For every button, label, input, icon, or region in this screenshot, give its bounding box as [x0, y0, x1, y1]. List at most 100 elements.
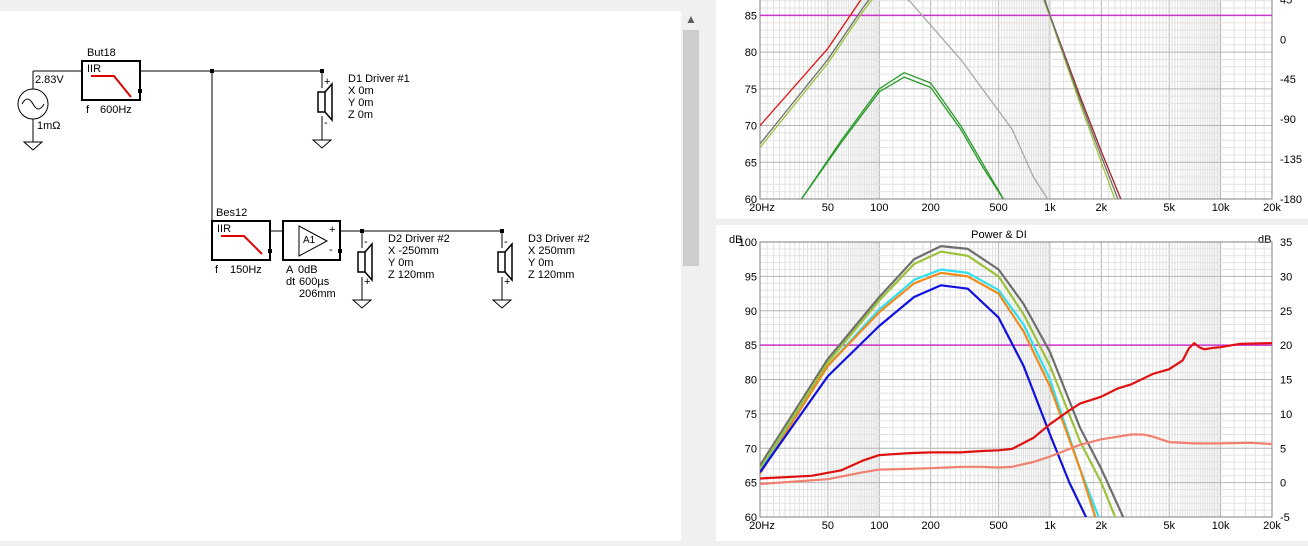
- bes12-type: IIR: [217, 223, 232, 235]
- ground-icon-source: [22, 141, 44, 151]
- vertical-scrollbar[interactable]: ▲: [681, 0, 701, 541]
- bot-y-right-tick: 30: [1280, 271, 1292, 283]
- bes12-value: 150Hz: [230, 264, 262, 276]
- scrollbar-thumb[interactable]: [683, 30, 699, 266]
- ground-icon-d1: [311, 139, 333, 149]
- top-series-3: [906, 0, 1049, 199]
- top-series-2: [760, 0, 873, 149]
- top-series-4: [800, 72, 1005, 199]
- d1-y: Y 0m: [348, 97, 374, 109]
- bot-series-3: [760, 271, 1097, 517]
- top-y-left-tick: 70: [745, 121, 757, 133]
- amp-distance: 206mm: [299, 288, 336, 300]
- schematic-top-strip: [0, 0, 681, 11]
- bot-x-tick: 200: [921, 520, 939, 532]
- bot-y-right-tick: 5: [1280, 443, 1286, 455]
- bot-x-tick: 5k: [1163, 520, 1175, 532]
- lowpass-response-icon-2: [221, 235, 263, 255]
- top-y-left-tick: 65: [745, 157, 757, 169]
- d2-pol-top: -: [364, 236, 368, 248]
- source-impedance: 1mΩ: [37, 120, 61, 132]
- bot-y-left-tick: 90: [745, 306, 757, 318]
- but18-value: 600Hz: [100, 104, 132, 116]
- sine-wave-icon: [21, 98, 45, 110]
- bot-x-tick: 20k: [1263, 520, 1281, 532]
- d1-x: X 0m: [348, 85, 374, 97]
- top-series-8: [1043, 0, 1119, 199]
- top-x-tick: 200: [921, 202, 939, 214]
- scroll-up-icon[interactable]: ▲: [685, 12, 697, 26]
- chart-title: Power & DI: [971, 229, 1027, 241]
- top-response-chart[interactable]: 20Hz 50 100 200 500 1k 2k 5k 10k 20k 85 80 75 70 65 60 4…: [716, 0, 1308, 219]
- bes12-param: f: [215, 264, 219, 276]
- d1-pol-bot: -: [324, 117, 328, 129]
- top-y-right-tick: 45: [1280, 0, 1292, 6]
- top-y-left-tick: 80: [745, 47, 757, 59]
- amplifier-icon: [298, 225, 329, 257]
- bot-x-tick: 100: [870, 520, 888, 532]
- top-y-right-tick: -135: [1280, 154, 1302, 166]
- d3-y: Y 0m: [528, 257, 554, 269]
- power-di-chart-panel[interactable]: Power & DI dB dB 20Hz 50 100 200 500 1k 2k 5k 10…: [716, 225, 1308, 541]
- d1-pol-top: +: [324, 76, 331, 88]
- top-x-tick: 20Hz: [749, 202, 775, 214]
- top-y-left-tick: 60: [745, 194, 757, 206]
- amp-delay: 600µs: [299, 276, 330, 288]
- bot-x-tick: 1k: [1044, 520, 1056, 532]
- bot-series-6: [760, 433, 1272, 486]
- bot-y-left-tick: 60: [745, 512, 757, 524]
- bot-y-left-tick: 70: [745, 443, 757, 455]
- bes12-name: Bes12: [216, 207, 248, 219]
- top-y-right-tick: 0: [1280, 34, 1286, 46]
- amp-gain-label: A: [286, 264, 294, 276]
- power-di-chart[interactable]: Power & DI dB dB 20Hz 50 100 200 500 1k 2k 5k 10…: [716, 225, 1308, 541]
- top-y-left-tick: 85: [745, 10, 757, 22]
- bot-x-tick: 10k: [1212, 520, 1230, 532]
- top-x-tick: 20k: [1263, 202, 1281, 214]
- speaker-icon-d3: [497, 242, 513, 282]
- top-plot-frame: [759, 0, 1273, 200]
- but18-type: IIR: [87, 63, 102, 75]
- d2-pol-bot: +: [364, 276, 371, 288]
- bot-y-right-tick: 25: [1280, 306, 1292, 318]
- charts-pane: 20Hz 50 100 200 500 1k 2k 5k 10k 20k 85 80 75 70 65 60 4…: [701, 0, 1308, 541]
- block-bes12[interactable]: [211, 220, 271, 261]
- top-y-right-tick: -180: [1280, 194, 1302, 206]
- speaker-icon-d2: [357, 242, 373, 282]
- top-x-tick: 5k: [1163, 202, 1175, 214]
- d2-x: X -250mm: [388, 245, 439, 257]
- bot-x-tick: 20Hz: [749, 520, 775, 532]
- source-voltage: 2.83V: [35, 74, 64, 86]
- top-series-5: [800, 76, 1004, 199]
- bot-y-right-tick: 15: [1280, 375, 1292, 387]
- bot-x-tick: 500: [989, 520, 1007, 532]
- block-but18[interactable]: [81, 60, 141, 101]
- bot-y-left-tick: 100: [739, 237, 757, 249]
- d3-z: Z 120mm: [528, 269, 575, 281]
- top-series-1: [760, 0, 870, 145]
- bot-series-5: [760, 341, 1272, 480]
- d1-name: D1 Driver #1: [348, 73, 410, 85]
- top-y-left-tick: 75: [745, 84, 757, 96]
- bot-y-left-tick: 95: [745, 271, 757, 283]
- but18-name: But18: [87, 47, 116, 59]
- top-chart-panel[interactable]: 20Hz 50 100 200 500 1k 2k 5k 10k 20k 85 80 75 70 65 60 4…: [716, 0, 1308, 219]
- but18-param: f: [86, 104, 90, 116]
- top-y-right-tick: -45: [1280, 74, 1296, 86]
- bot-y-right-tick: -5: [1280, 512, 1290, 524]
- block-amp[interactable]: [282, 220, 341, 261]
- amp-delay-label: dt: [286, 276, 296, 288]
- amp-plus: +: [329, 224, 336, 236]
- top-x-tick: 50: [822, 202, 834, 214]
- d2-name: D2 Driver #2: [388, 233, 450, 245]
- bot-series-2: [760, 268, 1100, 517]
- schematic-canvas[interactable]: [0, 0, 681, 541]
- amp-minus: -: [329, 244, 333, 256]
- amp-gain: 0dB: [298, 264, 318, 276]
- y-left-unit: dB: [729, 234, 742, 246]
- top-x-tick: 2k: [1096, 202, 1108, 214]
- d3-pol-bot: +: [504, 276, 511, 288]
- top-x-tick: 10k: [1212, 202, 1230, 214]
- top-x-tick: 1k: [1044, 202, 1056, 214]
- top-x-tick: 100: [870, 202, 888, 214]
